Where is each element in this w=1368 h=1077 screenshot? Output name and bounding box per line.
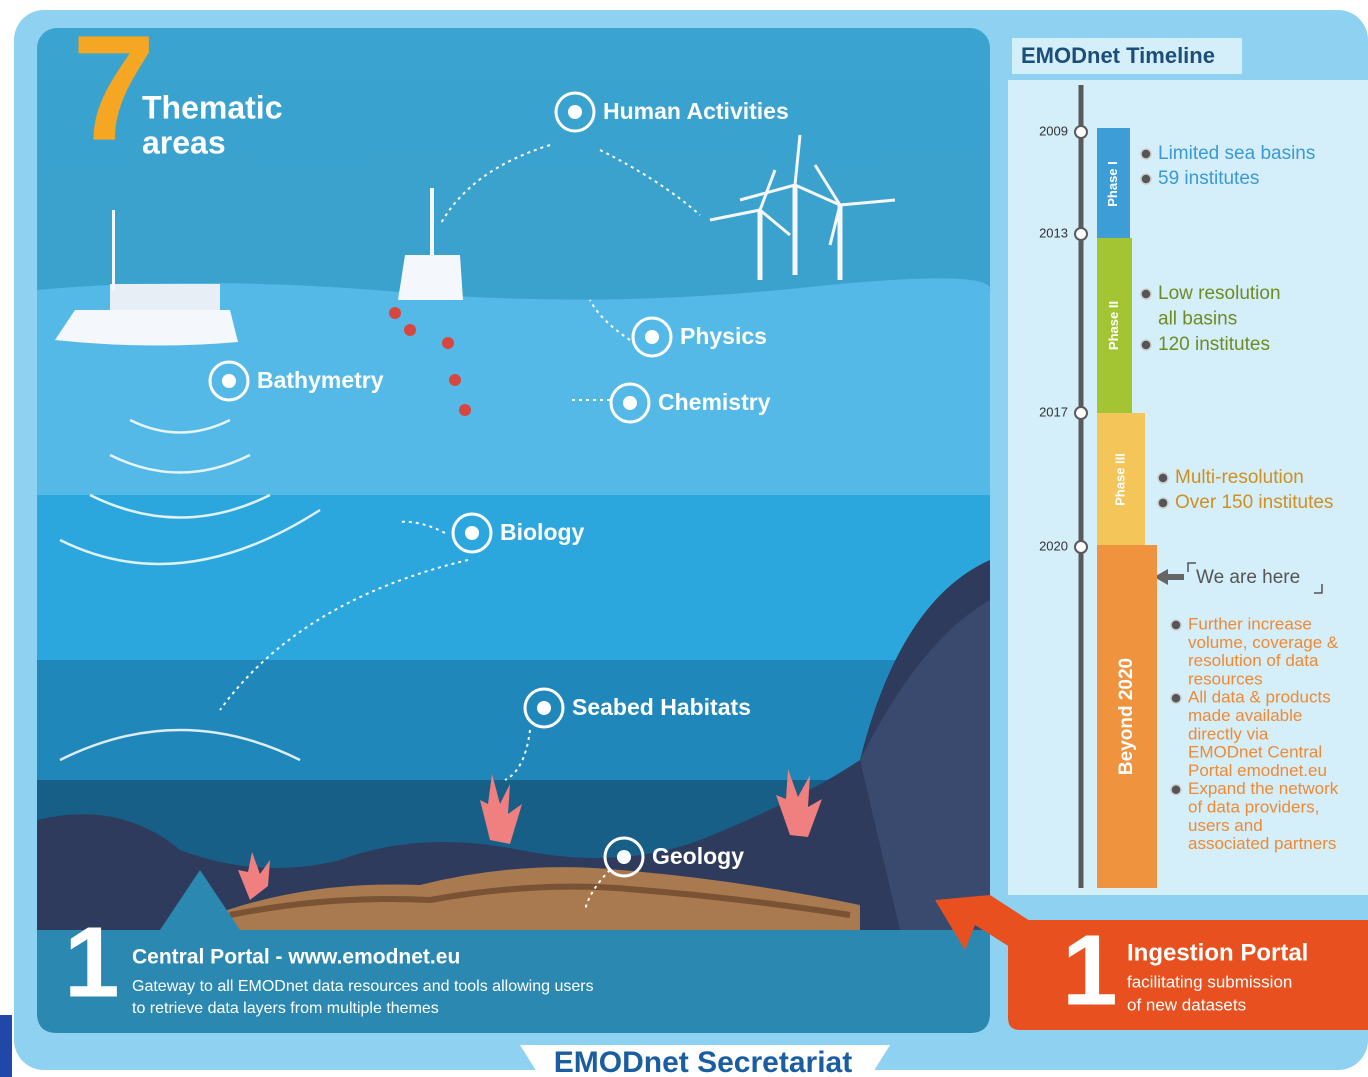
phase-item: of data providers, [1188,797,1319,816]
phase-item: all basins [1158,309,1237,330]
headline-number: 7 [72,4,155,172]
area-icon-dot [623,396,637,410]
phase-item: users and [1188,816,1263,835]
phase-label: Phase III [1112,453,1127,506]
portal-number: 1 [64,906,120,1018]
bullet [1170,783,1182,796]
area-icon-dot [645,330,659,344]
phase-bar [1097,238,1132,413]
phase-item: Limited sea basins [1158,143,1315,164]
timeline-title-box [1012,38,1242,74]
area-label: Geology [652,843,744,869]
portal-text: to retrieve data layers from multiple th… [132,1000,439,1017]
area-icon [451,512,493,554]
area-icon [208,360,250,402]
phase-item: resources [1188,669,1263,688]
area-label: Seabed Habitats [572,694,751,720]
headline-text: areas [142,124,226,160]
portal-text: Gateway to all EMODnet data resources an… [132,978,594,995]
phase-bar [1097,545,1157,888]
portal-text: facilitating submission [1127,972,1292,991]
area-icon-dot [537,701,551,715]
marker-arrow [1154,569,1184,585]
area-icon [603,836,645,878]
area-icon [554,91,596,133]
area-label: Bathymetry [257,367,384,393]
year-label: 2017 [1039,404,1068,419]
bullet [1140,148,1152,160]
year-dot [1074,125,1088,139]
year-dot [1074,406,1088,420]
phase-label: Beyond 2020 [1116,658,1137,775]
area-icon-dot [465,526,479,540]
year-label: 2020 [1039,538,1068,553]
portal-number: 1 [1062,914,1118,1026]
area-icon-dot [222,374,236,388]
headline-text: Thematic [142,89,282,125]
footer-title: EMODnet Secretariat [554,1046,852,1077]
phase-item: resolution of data [1188,651,1319,670]
phase-item: Expand the network [1188,779,1339,798]
marker-label: We are here [1196,567,1300,588]
phase-item: EMODnet Central [1188,743,1322,762]
phase-bar [1097,128,1130,240]
marker-bracket [1187,562,1323,594]
bullet [1170,619,1182,631]
ocean-scene [37,28,991,1033]
phase-item: volume, coverage & [1188,633,1339,652]
portal-title: Central Portal - www.emodnet.eu [132,946,460,969]
phase-item: made available [1188,706,1302,725]
footer-tab [520,1045,890,1077]
phase-bar [1097,413,1145,546]
timeline-panel [1008,80,1368,895]
year-dot [1074,540,1088,554]
area-icon-dot [617,850,631,864]
bullet [1140,288,1152,300]
area-label: Human Activities [603,98,789,124]
phase-item: Over 150 institutes [1175,492,1333,513]
bullet [1140,339,1152,351]
phase-item: associated partners [1188,834,1336,853]
phase-item: 59 institutes [1158,168,1259,189]
bullet [1157,497,1169,509]
year-label: 2013 [1039,225,1068,240]
bullet [1140,173,1152,185]
area-icon [609,382,651,424]
year-label: 2009 [1039,123,1068,138]
area-icon-dot [568,105,582,119]
bullet [1170,692,1182,704]
phase-item: Multi-resolution [1175,467,1304,488]
portal-title: Ingestion Portal [1127,939,1308,966]
central-arrow [160,870,240,960]
phase-label: Phase II [1106,301,1121,350]
area-label: Biology [500,519,585,545]
timeline-title: EMODnet Timeline [1021,43,1215,68]
portal-text: of new datasets [1127,995,1246,1014]
phase-item: 120 institutes [1158,334,1270,355]
ingestion-arrow [935,895,1090,985]
ingestion-box [1008,920,1368,1030]
phase-item: All data & products [1188,688,1331,707]
phase-label: Phase I [1105,161,1120,207]
phase-item: Low resolution [1158,283,1281,304]
edge-bar [0,1015,12,1077]
phase-item: directly via [1188,724,1269,743]
bullet [1157,472,1169,484]
year-dot [1074,227,1088,241]
area-icon [631,316,673,358]
area-icon [523,687,565,729]
area-label: Physics [680,323,767,349]
phase-item: Further increase [1188,614,1312,633]
area-label: Chemistry [658,389,771,415]
phase-item: Portal emodnet.eu [1188,761,1327,780]
